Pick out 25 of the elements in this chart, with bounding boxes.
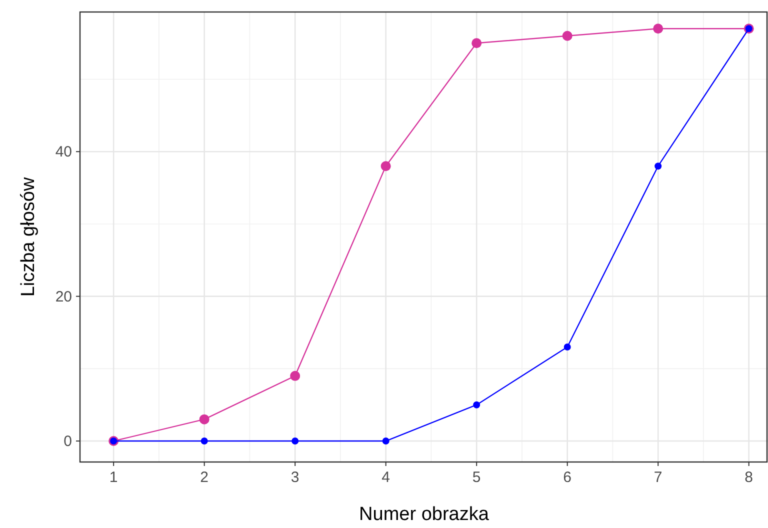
point: [653, 24, 664, 34]
x-tick-label: 8: [744, 469, 754, 486]
x-tick-label: 3: [290, 469, 300, 486]
y-axis-title: Liczba głosów: [18, 177, 39, 297]
point: [562, 30, 572, 41]
point: [382, 438, 390, 445]
x-tick-label: 6: [563, 469, 572, 486]
x-tick-label: 5: [472, 469, 481, 486]
point: [290, 370, 300, 381]
point: [654, 162, 662, 170]
point: [473, 401, 480, 408]
point: [564, 343, 571, 350]
x-tick-label: 4: [382, 469, 390, 486]
y-tick-label: 0: [64, 433, 72, 450]
point: [199, 414, 210, 424]
x-tick-label: 1: [109, 469, 118, 486]
point: [200, 438, 208, 445]
x-tick-label: 2: [200, 469, 209, 486]
y-tick-label: 20: [55, 288, 72, 306]
x-axis-title: Numer obrazka: [359, 504, 490, 525]
x-tick-label: 7: [654, 469, 662, 486]
point: [292, 438, 299, 445]
point: [380, 161, 391, 172]
y-tick-label: 40: [55, 144, 72, 161]
point: [472, 38, 482, 48]
